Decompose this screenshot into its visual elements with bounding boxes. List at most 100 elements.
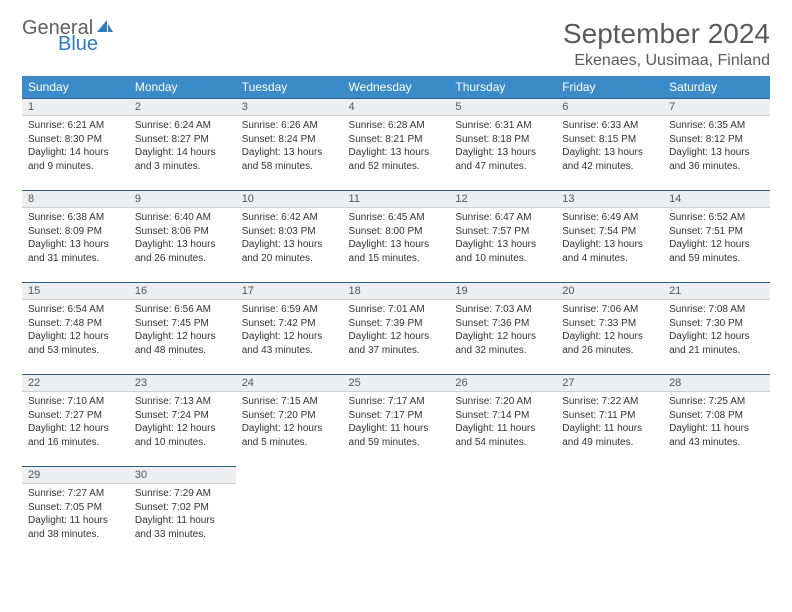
day-body: Sunrise: 7:17 AMSunset: 7:17 PMDaylight:… [343,392,450,453]
daylight-line: Daylight: 12 hours and 32 minutes. [455,330,550,357]
sunset-line: Sunset: 7:27 PM [28,409,123,423]
calendar-cell [663,466,770,558]
daylight-line: Daylight: 12 hours and 43 minutes. [242,330,337,357]
calendar-cell: 25Sunrise: 7:17 AMSunset: 7:17 PMDayligh… [343,374,450,466]
day-number: 19 [449,282,556,300]
calendar-cell: 7Sunrise: 6:35 AMSunset: 8:12 PMDaylight… [663,98,770,190]
sunset-line: Sunset: 7:17 PM [349,409,444,423]
location: Ekenaes, Uusimaa, Finland [563,52,770,70]
daylight-line: Daylight: 12 hours and 53 minutes. [28,330,123,357]
calendar-table: SundayMondayTuesdayWednesdayThursdayFrid… [22,76,770,558]
sunset-line: Sunset: 8:24 PM [242,133,337,147]
calendar-cell: 6Sunrise: 6:33 AMSunset: 8:15 PMDaylight… [556,98,663,190]
daylight-line: Daylight: 12 hours and 37 minutes. [349,330,444,357]
daylight-line: Daylight: 13 hours and 26 minutes. [135,238,230,265]
sunrise-line: Sunrise: 7:17 AM [349,395,444,409]
day-number: 5 [449,98,556,116]
sunset-line: Sunset: 7:30 PM [669,317,764,331]
daylight-line: Daylight: 13 hours and 31 minutes. [28,238,123,265]
sunrise-line: Sunrise: 6:59 AM [242,303,337,317]
calendar-row: 8Sunrise: 6:38 AMSunset: 8:09 PMDaylight… [22,190,770,282]
calendar-cell: 10Sunrise: 6:42 AMSunset: 8:03 PMDayligh… [236,190,343,282]
day-number: 29 [22,466,129,484]
day-number: 12 [449,190,556,208]
day-body: Sunrise: 7:08 AMSunset: 7:30 PMDaylight:… [663,300,770,361]
daylight-line: Daylight: 12 hours and 59 minutes. [669,238,764,265]
day-number: 20 [556,282,663,300]
calendar-cell: 28Sunrise: 7:25 AMSunset: 7:08 PMDayligh… [663,374,770,466]
calendar-cell: 2Sunrise: 6:24 AMSunset: 8:27 PMDaylight… [129,98,236,190]
daylight-line: Daylight: 11 hours and 54 minutes. [455,422,550,449]
day-body: Sunrise: 6:38 AMSunset: 8:09 PMDaylight:… [22,208,129,269]
day-number: 27 [556,374,663,392]
daylight-line: Daylight: 13 hours and 10 minutes. [455,238,550,265]
sunset-line: Sunset: 8:27 PM [135,133,230,147]
day-number: 9 [129,190,236,208]
calendar-row: 22Sunrise: 7:10 AMSunset: 7:27 PMDayligh… [22,374,770,466]
day-body: Sunrise: 7:10 AMSunset: 7:27 PMDaylight:… [22,392,129,453]
daylight-line: Daylight: 13 hours and 42 minutes. [562,146,657,173]
sunrise-line: Sunrise: 7:03 AM [455,303,550,317]
day-body: Sunrise: 6:56 AMSunset: 7:45 PMDaylight:… [129,300,236,361]
daylight-line: Daylight: 13 hours and 58 minutes. [242,146,337,173]
day-number: 24 [236,374,343,392]
calendar-cell: 27Sunrise: 7:22 AMSunset: 7:11 PMDayligh… [556,374,663,466]
daylight-line: Daylight: 12 hours and 21 minutes. [669,330,764,357]
day-number: 28 [663,374,770,392]
sunrise-line: Sunrise: 7:01 AM [349,303,444,317]
calendar-cell: 21Sunrise: 7:08 AMSunset: 7:30 PMDayligh… [663,282,770,374]
daylight-line: Daylight: 11 hours and 49 minutes. [562,422,657,449]
day-number: 14 [663,190,770,208]
sunrise-line: Sunrise: 6:24 AM [135,119,230,133]
calendar-cell: 11Sunrise: 6:45 AMSunset: 8:00 PMDayligh… [343,190,450,282]
sunset-line: Sunset: 8:00 PM [349,225,444,239]
calendar-cell: 23Sunrise: 7:13 AMSunset: 7:24 PMDayligh… [129,374,236,466]
day-body: Sunrise: 7:22 AMSunset: 7:11 PMDaylight:… [556,392,663,453]
daylight-line: Daylight: 11 hours and 38 minutes. [28,514,123,541]
day-body: Sunrise: 6:42 AMSunset: 8:03 PMDaylight:… [236,208,343,269]
sunset-line: Sunset: 7:45 PM [135,317,230,331]
day-body: Sunrise: 7:27 AMSunset: 7:05 PMDaylight:… [22,484,129,545]
calendar-cell: 24Sunrise: 7:15 AMSunset: 7:20 PMDayligh… [236,374,343,466]
day-number: 3 [236,98,343,116]
day-body: Sunrise: 6:26 AMSunset: 8:24 PMDaylight:… [236,116,343,177]
day-body: Sunrise: 7:06 AMSunset: 7:33 PMDaylight:… [556,300,663,361]
calendar-cell: 18Sunrise: 7:01 AMSunset: 7:39 PMDayligh… [343,282,450,374]
day-number: 1 [22,98,129,116]
day-number: 22 [22,374,129,392]
weekday-saturday: Saturday [663,76,770,98]
sunrise-line: Sunrise: 7:25 AM [669,395,764,409]
sunset-line: Sunset: 7:20 PM [242,409,337,423]
sunset-line: Sunset: 7:51 PM [669,225,764,239]
sunrise-line: Sunrise: 6:33 AM [562,119,657,133]
daylight-line: Daylight: 11 hours and 33 minutes. [135,514,230,541]
sunrise-line: Sunrise: 6:35 AM [669,119,764,133]
sunset-line: Sunset: 8:12 PM [669,133,764,147]
daylight-line: Daylight: 14 hours and 3 minutes. [135,146,230,173]
day-body: Sunrise: 7:13 AMSunset: 7:24 PMDaylight:… [129,392,236,453]
day-body: Sunrise: 6:49 AMSunset: 7:54 PMDaylight:… [556,208,663,269]
day-number: 6 [556,98,663,116]
calendar-cell: 13Sunrise: 6:49 AMSunset: 7:54 PMDayligh… [556,190,663,282]
sunset-line: Sunset: 8:21 PM [349,133,444,147]
sunset-line: Sunset: 8:30 PM [28,133,123,147]
logo: General Blue [22,18,115,54]
daylight-line: Daylight: 12 hours and 16 minutes. [28,422,123,449]
daylight-line: Daylight: 12 hours and 26 minutes. [562,330,657,357]
day-body: Sunrise: 6:21 AMSunset: 8:30 PMDaylight:… [22,116,129,177]
sunrise-line: Sunrise: 6:52 AM [669,211,764,225]
logo-word2: Blue [58,34,115,54]
day-body: Sunrise: 6:35 AMSunset: 8:12 PMDaylight:… [663,116,770,177]
calendar-cell: 30Sunrise: 7:29 AMSunset: 7:02 PMDayligh… [129,466,236,558]
calendar-cell [236,466,343,558]
day-body: Sunrise: 7:15 AMSunset: 7:20 PMDaylight:… [236,392,343,453]
calendar-cell: 22Sunrise: 7:10 AMSunset: 7:27 PMDayligh… [22,374,129,466]
day-body: Sunrise: 6:47 AMSunset: 7:57 PMDaylight:… [449,208,556,269]
day-number: 7 [663,98,770,116]
sunrise-line: Sunrise: 6:21 AM [28,119,123,133]
weekday-wednesday: Wednesday [343,76,450,98]
day-number: 11 [343,190,450,208]
sunrise-line: Sunrise: 7:20 AM [455,395,550,409]
day-number: 10 [236,190,343,208]
sunrise-line: Sunrise: 6:42 AM [242,211,337,225]
